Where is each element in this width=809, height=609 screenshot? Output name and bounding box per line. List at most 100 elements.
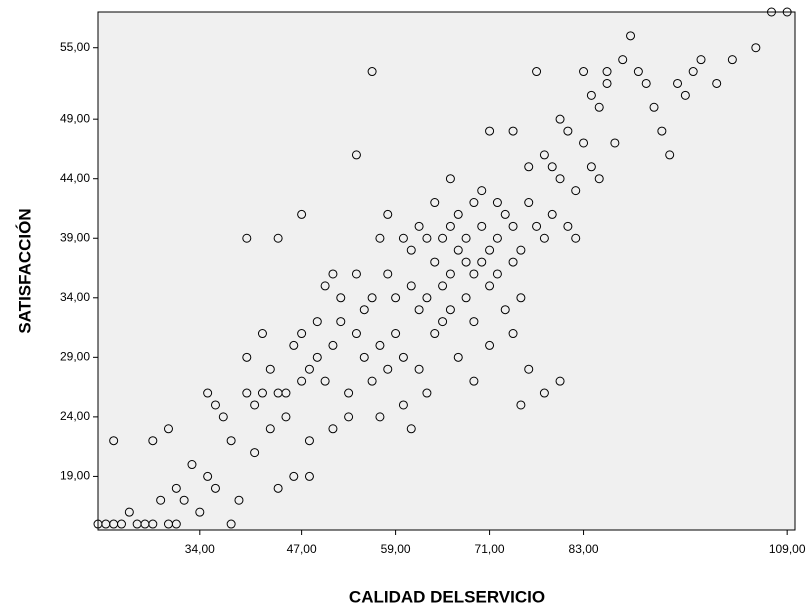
- point: [242, 352, 252, 362]
- point: [226, 519, 236, 529]
- point: [782, 7, 792, 17]
- point: [461, 293, 471, 303]
- point: [438, 281, 448, 291]
- point: [265, 424, 275, 434]
- point: [203, 388, 213, 398]
- point: [406, 281, 416, 291]
- point: [367, 67, 377, 77]
- point: [555, 114, 565, 124]
- point: [124, 507, 134, 517]
- point: [547, 209, 557, 219]
- point: [289, 471, 299, 481]
- point: [477, 221, 487, 231]
- point: [304, 364, 314, 374]
- point: [257, 329, 267, 339]
- y-tick-label: 49,00: [60, 111, 90, 125]
- point: [422, 293, 432, 303]
- point: [555, 376, 565, 386]
- point: [265, 364, 275, 374]
- point: [602, 67, 612, 77]
- point: [297, 329, 307, 339]
- point: [477, 257, 487, 267]
- point: [156, 495, 166, 505]
- point: [438, 233, 448, 243]
- x-tick-label: 109,00: [769, 542, 806, 556]
- point: [453, 209, 463, 219]
- point: [532, 221, 542, 231]
- point: [344, 412, 354, 422]
- point: [250, 400, 260, 410]
- point: [477, 186, 487, 196]
- point: [751, 43, 761, 53]
- point: [485, 245, 495, 255]
- point: [516, 245, 526, 255]
- point: [163, 424, 173, 434]
- point: [414, 364, 424, 374]
- point: [461, 233, 471, 243]
- point: [594, 102, 604, 112]
- point: [696, 55, 706, 65]
- point: [242, 233, 252, 243]
- point: [445, 269, 455, 279]
- x-tick-label: 71,00: [475, 542, 505, 556]
- point: [469, 376, 479, 386]
- point: [320, 281, 330, 291]
- point: [171, 483, 181, 493]
- point: [210, 483, 220, 493]
- point: [438, 317, 448, 327]
- point: [297, 209, 307, 219]
- point: [398, 352, 408, 362]
- point: [398, 233, 408, 243]
- point: [281, 412, 291, 422]
- point: [304, 471, 314, 481]
- point: [688, 67, 698, 77]
- point: [359, 352, 369, 362]
- point: [281, 388, 291, 398]
- point: [406, 424, 416, 434]
- plot-area: [97, 11, 796, 531]
- point: [422, 388, 432, 398]
- point: [532, 67, 542, 77]
- point: [398, 400, 408, 410]
- point: [485, 340, 495, 350]
- point: [250, 448, 260, 458]
- y-tick-label: 29,00: [60, 350, 90, 364]
- point: [430, 198, 440, 208]
- point: [218, 412, 228, 422]
- point: [461, 257, 471, 267]
- point: [492, 233, 502, 243]
- x-tick-label: 59,00: [381, 542, 411, 556]
- point: [273, 233, 283, 243]
- point: [594, 174, 604, 184]
- point: [257, 388, 267, 398]
- point: [508, 257, 518, 267]
- point: [767, 7, 777, 17]
- point: [492, 198, 502, 208]
- point: [539, 150, 549, 160]
- point: [383, 209, 393, 219]
- point: [242, 388, 252, 398]
- point: [469, 269, 479, 279]
- y-tick-label: 24,00: [60, 409, 90, 423]
- point: [375, 233, 385, 243]
- point: [430, 257, 440, 267]
- point: [539, 233, 549, 243]
- point: [469, 198, 479, 208]
- point: [210, 400, 220, 410]
- point: [649, 102, 659, 112]
- point: [626, 31, 636, 41]
- point: [586, 162, 596, 172]
- point: [391, 329, 401, 339]
- point: [336, 293, 346, 303]
- x-axis-title: CALIDAD DELSERVICIO: [349, 587, 545, 606]
- point: [727, 55, 737, 65]
- point: [555, 174, 565, 184]
- point: [571, 186, 581, 196]
- point: [524, 198, 534, 208]
- point: [586, 90, 596, 100]
- point: [414, 305, 424, 315]
- point: [312, 352, 322, 362]
- point: [148, 436, 158, 446]
- point: [641, 78, 651, 88]
